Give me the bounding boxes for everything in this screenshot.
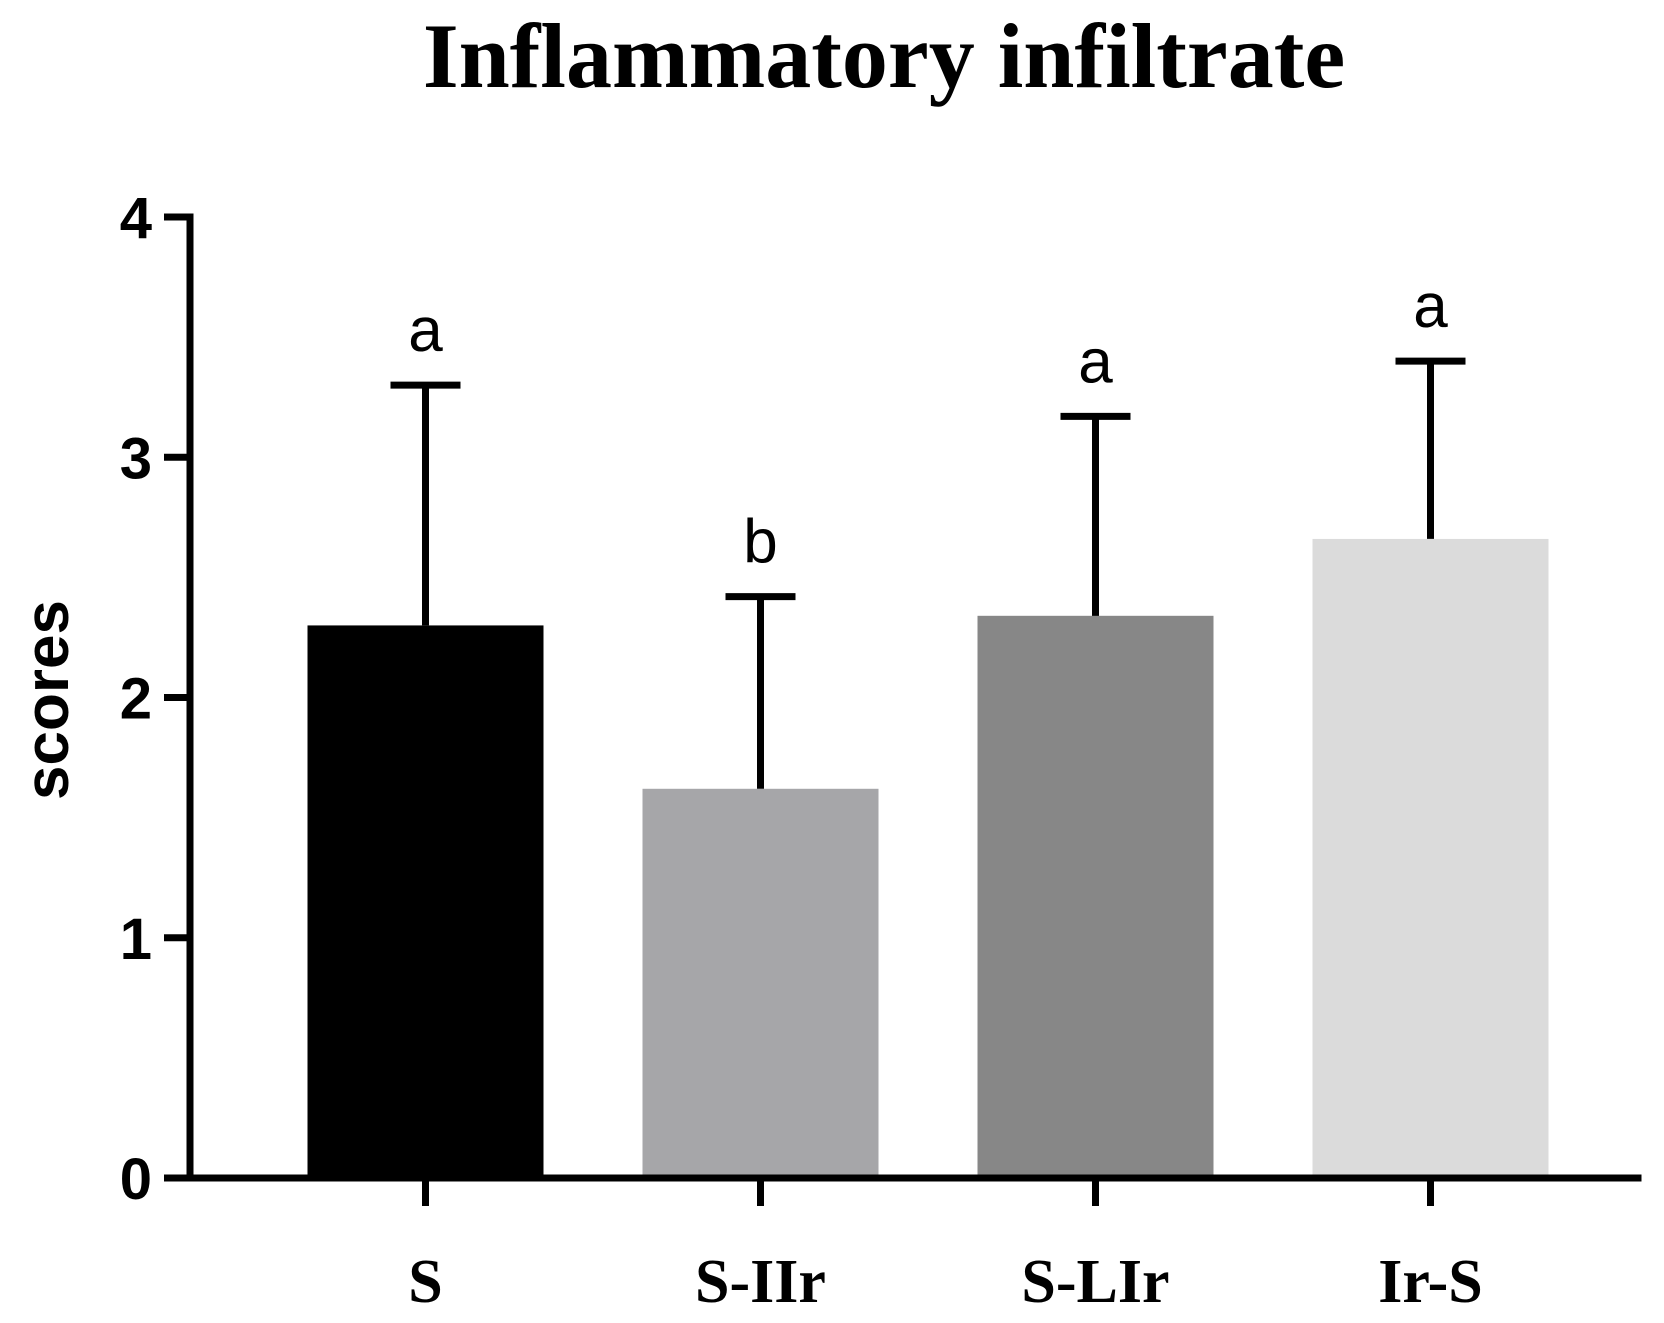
significance-label: b [743,508,777,577]
x-tick-label: S-LIr [1021,1248,1169,1316]
significance-label: a [1078,327,1113,396]
significance-labels-layer: a b a a [408,272,1448,576]
x-tick-label: S [408,1248,442,1316]
x-ticks-layer: S S-IIr S-LIr Ir-S [408,1178,1483,1316]
bar [642,788,879,1178]
x-tick-label: S-IIr [695,1248,826,1316]
chart-title: Inflammatory infiltrate [423,5,1345,107]
y-tick-label: 0 [120,1147,152,1212]
significance-label: a [1413,272,1448,341]
y-ticks-layer: 0 1 2 3 4 [120,186,190,1212]
bars-layer [307,538,1549,1178]
y-tick-label: 3 [120,426,152,491]
x-tick-label: Ir-S [1378,1248,1482,1316]
bar [977,615,1214,1178]
y-tick-label: 1 [120,907,152,972]
error-bars-layer [390,357,1466,789]
y-axis-label: scores [13,600,82,800]
bar [1312,538,1549,1178]
y-tick-label: 2 [120,667,152,732]
bar [307,625,544,1178]
significance-label: a [408,296,443,365]
y-tick-label: 4 [120,186,152,251]
